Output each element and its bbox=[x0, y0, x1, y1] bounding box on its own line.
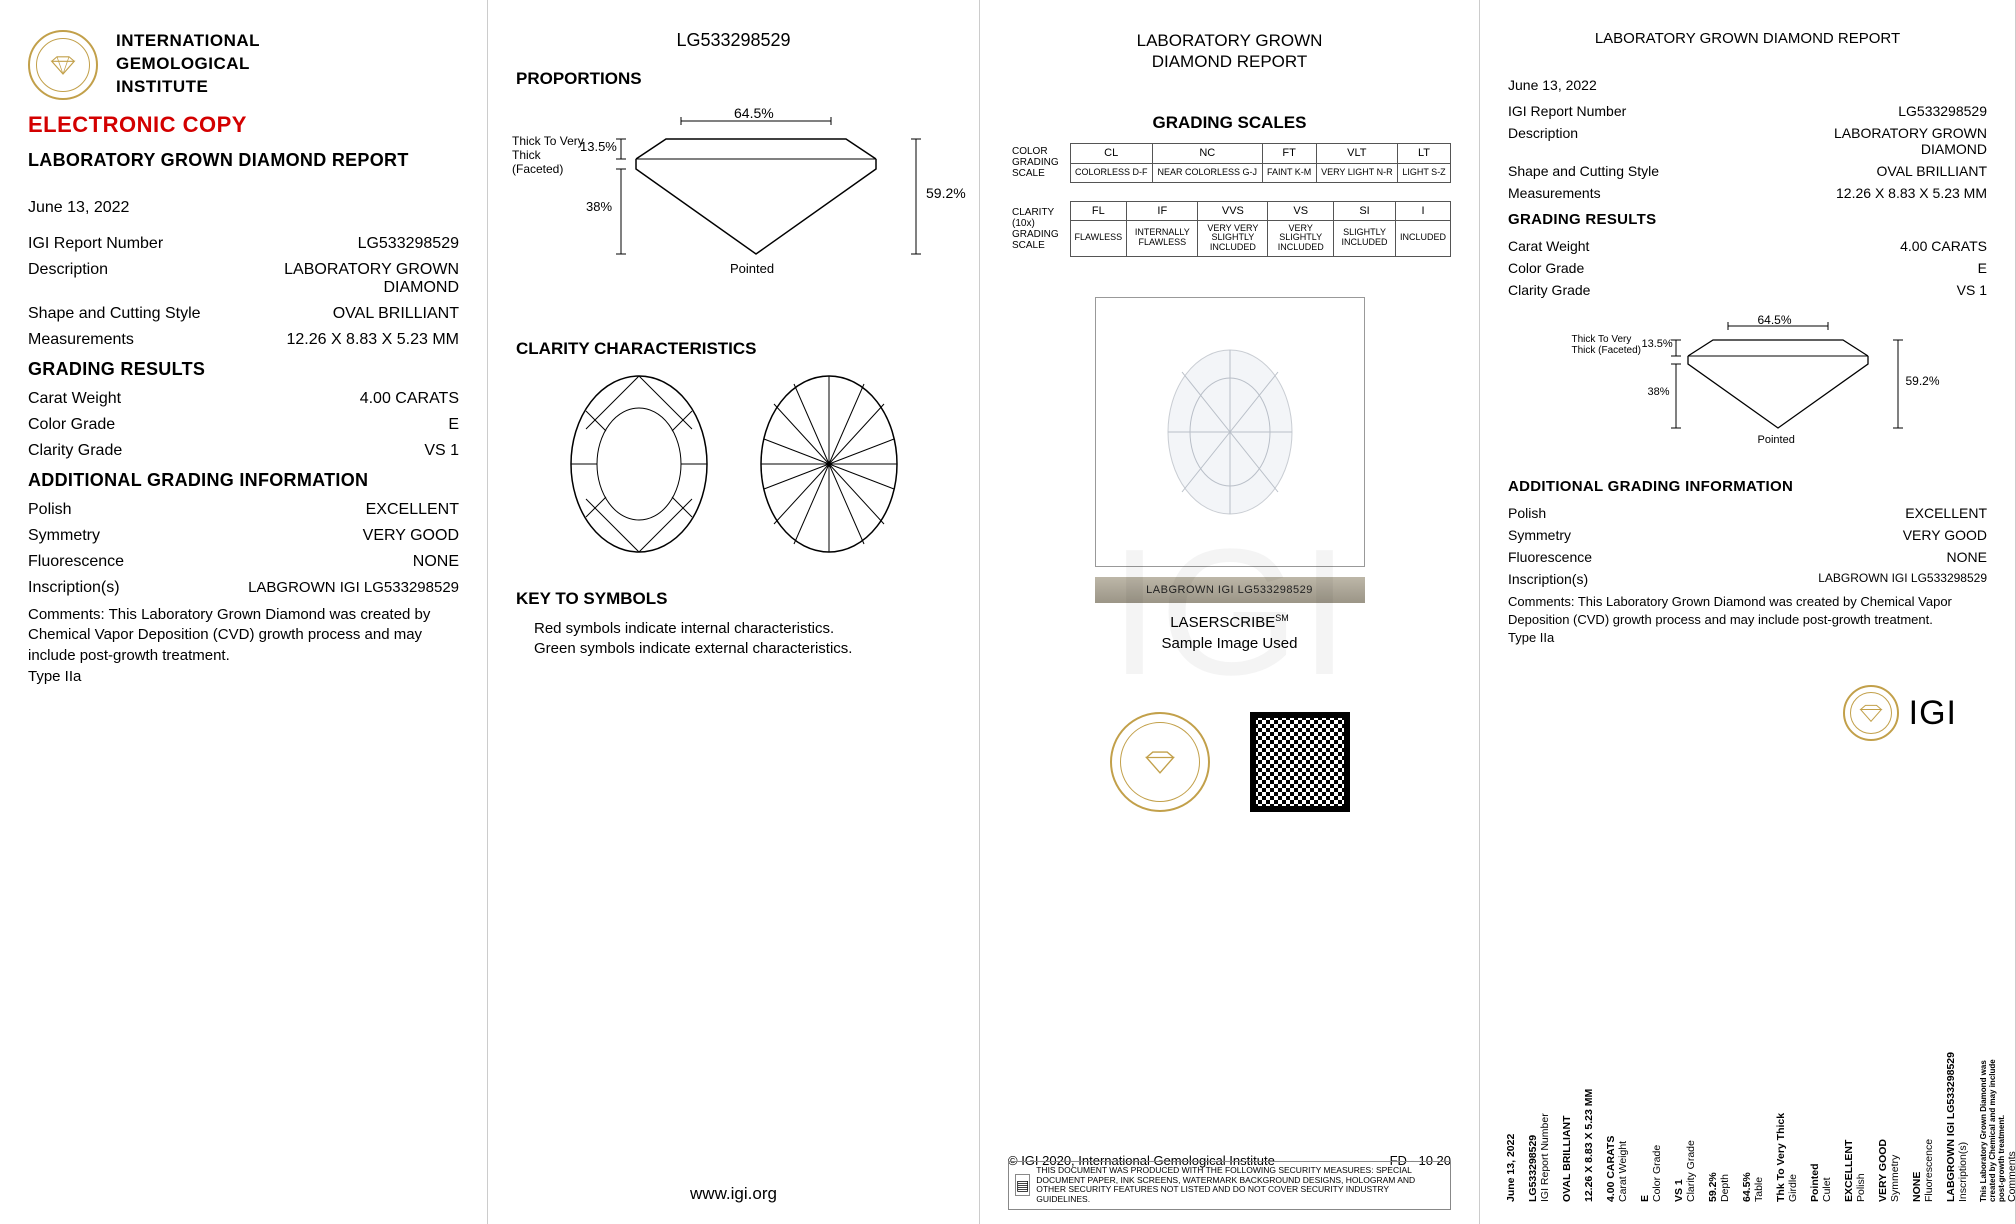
panel-grading-scales: LABORATORY GROWN DIAMOND REPORT GRADING … bbox=[980, 0, 1480, 1224]
p4-carat: Carat Weight4.00 CARATS bbox=[1508, 238, 1987, 254]
clarity-char-hdr: CLARITY CHARACTERISTICS bbox=[516, 339, 951, 359]
footer-url: www.igi.org bbox=[488, 1184, 979, 1204]
table-pct: 64.5% bbox=[734, 105, 774, 121]
mini-proportions-diagram: 64.5% 59.2% 13.5% 38% Thick To Very Thic… bbox=[1558, 308, 1938, 458]
igi-brand-text: IGI bbox=[1909, 694, 1957, 733]
row-carat: Carat Weight4.00 CARATS bbox=[28, 390, 459, 408]
igi-embossed-seal-icon bbox=[1110, 712, 1210, 812]
pavilion-pct: 38% bbox=[586, 199, 612, 214]
laser-strip: LABGROWN IGI LG533298529 bbox=[1095, 577, 1365, 603]
row-color: Color GradeE bbox=[28, 416, 459, 434]
sample-image-text: Sample Image Used bbox=[1008, 635, 1451, 652]
diamond-icon bbox=[48, 55, 78, 75]
p4-fluorescence: FluorescenceNONE bbox=[1508, 549, 1987, 565]
key-hdr: KEY TO SYMBOLS bbox=[516, 589, 951, 609]
color-scale-table: COLOR GRADING SCALE CLNCFTVLTLT COLORLES… bbox=[1008, 143, 1451, 183]
diamond-photo bbox=[1095, 297, 1365, 567]
logo-row: INTERNATIONAL GEMOLOGICAL INSTITUTE bbox=[28, 30, 459, 100]
comments: Comments: This Laboratory Grown Diamond … bbox=[28, 605, 459, 666]
row-report-number: IGI Report NumberLG533298529 bbox=[28, 235, 459, 253]
igi-brand-row: IGI bbox=[1508, 685, 1987, 741]
girdle-label: Thick To Very Thick (Faceted) bbox=[512, 135, 592, 176]
oval-bottom-view-icon bbox=[754, 369, 904, 559]
key-line1: Red symbols indicate internal characteri… bbox=[534, 619, 951, 639]
p4-measurements: Measurements12.26 X 8.83 X 5.23 MM bbox=[1508, 185, 1987, 201]
p4-comments: Comments: This Laboratory Grown Diamond … bbox=[1508, 593, 1987, 628]
p4-shape: Shape and Cutting StyleOVAL BRILLIANT bbox=[1508, 163, 1987, 179]
clarity-scale-table: CLARITY (10x) GRADING SCALE FLIFVVSVSSII… bbox=[1008, 201, 1451, 258]
oval-top-view-icon bbox=[564, 369, 714, 559]
igi-seal-icon bbox=[28, 30, 98, 100]
row-symmetry: SymmetryVERY GOOD bbox=[28, 527, 459, 545]
p4-report-number: IGI Report NumberLG533298529 bbox=[1508, 103, 1987, 119]
proportions-diagram: 64.5% 59.2% 13.5% 38% Thick To Very Thic… bbox=[516, 99, 951, 289]
report-title: LABORATORY GROWN DIAMOND REPORT bbox=[28, 150, 459, 171]
p4-date: June 13, 2022 bbox=[1508, 77, 1987, 93]
row-shape: Shape and Cutting StyleOVAL BRILLIANT bbox=[28, 305, 459, 323]
grading-results-hdr: GRADING RESULTS bbox=[28, 359, 459, 380]
oval-diamond-icon bbox=[1160, 342, 1300, 522]
panel-summary-card: LABORATORY GROWN DIAMOND REPORT June 13,… bbox=[1480, 0, 2016, 1224]
p4-grading-hdr: GRADING RESULTS bbox=[1508, 211, 1987, 228]
row-description: DescriptionLABORATORY GROWN DIAMOND bbox=[28, 261, 459, 297]
document-icon: ▤ bbox=[1015, 1174, 1030, 1196]
rotated-summary-strip: June 13, 2022 LG533298529IGI Report Numb… bbox=[1500, 1044, 1995, 1204]
key-line2: Green symbols indicate external characte… bbox=[534, 639, 951, 659]
grading-scales-hdr: GRADING SCALES bbox=[1008, 113, 1451, 133]
panel3-header: LABORATORY GROWN DIAMOND REPORT bbox=[1008, 30, 1451, 73]
laserscribe-label: LASERSCRIBESM bbox=[1008, 613, 1451, 631]
row-inscriptions: Inscription(s)LABGROWN IGI LG533298529 bbox=[28, 579, 459, 597]
org-name: INTERNATIONAL GEMOLOGICAL INSTITUTE bbox=[116, 30, 260, 99]
type-iia: Type IIa bbox=[28, 668, 459, 685]
p4-symmetry: SymmetryVERY GOOD bbox=[1508, 527, 1987, 543]
panel-proportions: LG533298529 PROPORTIONS 64.5% 59.2% 13. bbox=[488, 0, 980, 1224]
electronic-copy-label: ELECTRONIC COPY bbox=[28, 112, 459, 138]
security-disclaimer: ▤ THIS DOCUMENT WAS PRODUCED WITH THE FO… bbox=[1008, 1161, 1451, 1210]
p4-inscriptions: Inscription(s)LABGROWN IGI LG533298529 bbox=[1508, 571, 1987, 587]
qr-code-icon bbox=[1250, 712, 1350, 812]
p4-additional-hdr: ADDITIONAL GRADING INFORMATION bbox=[1508, 478, 1987, 495]
culet-label: Pointed bbox=[730, 261, 774, 276]
p4-clarity: Clarity GradeVS 1 bbox=[1508, 282, 1987, 298]
igi-logo-icon bbox=[1843, 685, 1899, 741]
clarity-diagrams bbox=[516, 369, 951, 559]
additional-hdr: ADDITIONAL GRADING INFORMATION bbox=[28, 470, 459, 491]
p4-type-iia: Type IIa bbox=[1508, 630, 1987, 645]
p4-polish: PolishEXCELLENT bbox=[1508, 505, 1987, 521]
seal-qr-row bbox=[1008, 712, 1451, 812]
report-id-title: LG533298529 bbox=[516, 30, 951, 51]
panel-report-details: INTERNATIONAL GEMOLOGICAL INSTITUTE ELEC… bbox=[0, 0, 488, 1224]
watermark: IGI bbox=[980, 0, 1479, 1224]
panel4-header: LABORATORY GROWN DIAMOND REPORT bbox=[1508, 30, 1987, 47]
proportions-hdr: PROPORTIONS bbox=[516, 69, 951, 89]
diamond-icon bbox=[1142, 750, 1178, 774]
row-fluorescence: FluorescenceNONE bbox=[28, 553, 459, 571]
row-clarity: Clarity GradeVS 1 bbox=[28, 442, 459, 460]
p4-description: DescriptionLABORATORY GROWN DIAMOND bbox=[1508, 125, 1987, 157]
depth-pct: 59.2% bbox=[926, 185, 966, 201]
row-polish: PolishEXCELLENT bbox=[28, 501, 459, 519]
report-date: June 13, 2022 bbox=[28, 199, 459, 217]
row-measurements: Measurements12.26 X 8.83 X 5.23 MM bbox=[28, 331, 459, 349]
p4-color: Color GradeE bbox=[1508, 260, 1987, 276]
